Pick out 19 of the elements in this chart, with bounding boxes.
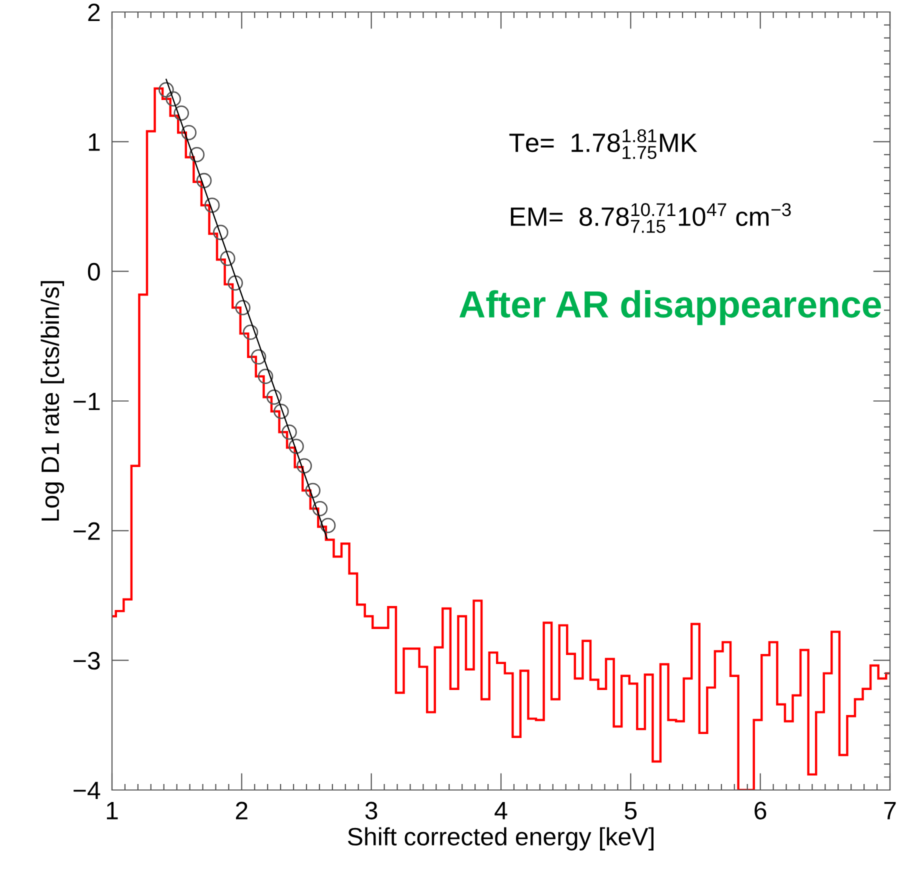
annotation: Te= 1.78$^{1.81}$$_{1.75}$MK: [509, 129, 698, 160]
x-tick-label: 4: [494, 802, 508, 820]
x-tick-label: 7: [884, 802, 896, 820]
y-axis-title: Log D1 rate [cts/bin/s]: [40, 281, 64, 521]
y-tick-label: −2: [74, 522, 100, 540]
y-tick-label: 2: [88, 4, 100, 22]
y-tick-label: 0: [88, 262, 100, 281]
annotation: EM= 8.78$^{10.71}$$_{7.15}$10$^{47}$ cm$^{−3}$: [510, 203, 791, 233]
y-tick-label: 1: [88, 134, 100, 151]
y-tick-label: −1: [74, 392, 100, 410]
x-tick-label: 1: [106, 802, 118, 820]
x-tick-label: 6: [754, 802, 766, 820]
y-tick-label: −4: [74, 782, 100, 800]
x-axis-title: Shift corrected energy [keV]: [348, 827, 654, 850]
x-tick-label: 3: [365, 802, 378, 820]
x-tick-label: 5: [624, 802, 637, 820]
x-tick-label: 2: [236, 802, 248, 820]
y-tick-label: −3: [74, 652, 100, 670]
annotation: After AR disappearence: [459, 290, 881, 326]
